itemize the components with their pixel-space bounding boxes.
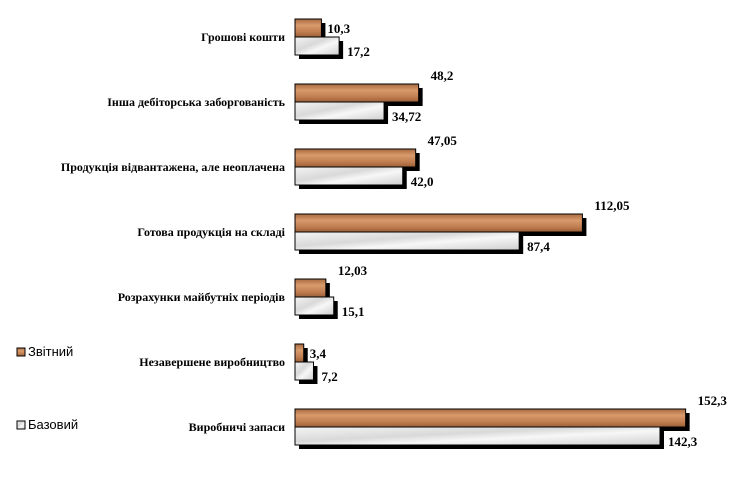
data-label: 87,4 <box>527 239 550 254</box>
bar-bazovyi <box>294 361 314 381</box>
legend-label: Базовий <box>28 417 78 432</box>
bar-bazovyi <box>294 101 385 121</box>
category-label: Продукція відвантажена, але неоплачена <box>61 160 285 174</box>
bar-bazovyi <box>294 36 340 56</box>
data-label: 15,1 <box>342 304 365 319</box>
data-label: 112,05 <box>594 198 630 213</box>
data-label: 7,2 <box>321 369 337 384</box>
category-label: Розрахунки майбутніх періодів <box>118 290 286 304</box>
bar-bazovyi <box>294 426 661 446</box>
data-label: 34,72 <box>392 109 421 124</box>
category-label: Готова продукція на складі <box>137 225 285 239</box>
data-label: 142,3 <box>668 434 698 449</box>
category-label: Виробничі запаси <box>189 420 285 434</box>
category-label: Незавершене виробництво <box>139 355 285 369</box>
bar-bazovyi <box>294 166 404 186</box>
legend-label: Звітний <box>28 344 73 359</box>
bar-zvitnyi <box>294 278 327 298</box>
legend-swatch <box>16 347 26 357</box>
legend-swatch <box>16 420 26 430</box>
data-label: 12,03 <box>338 263 368 278</box>
data-label: 10,3 <box>327 21 350 36</box>
data-label: 17,2 <box>347 44 370 59</box>
data-label: 48,2 <box>431 68 454 83</box>
bar-zvitnyi <box>294 408 687 428</box>
bar-zvitnyi <box>294 213 583 233</box>
data-label: 47,05 <box>428 133 458 148</box>
bar-zvitnyi <box>294 83 420 103</box>
category-label: Грошові кошти <box>201 30 285 44</box>
data-label: 3,4 <box>310 346 327 361</box>
bar-bazovyi <box>294 296 335 316</box>
bar-zvitnyi <box>294 148 417 168</box>
data-label: 42,0 <box>411 174 434 189</box>
bar-bazovyi <box>294 231 520 251</box>
data-label: 152,3 <box>698 393 728 408</box>
category-label: Інша дебіторська заборгованість <box>107 95 285 109</box>
bar-zvitnyi <box>294 18 322 38</box>
bar-zvitnyi <box>294 343 305 363</box>
